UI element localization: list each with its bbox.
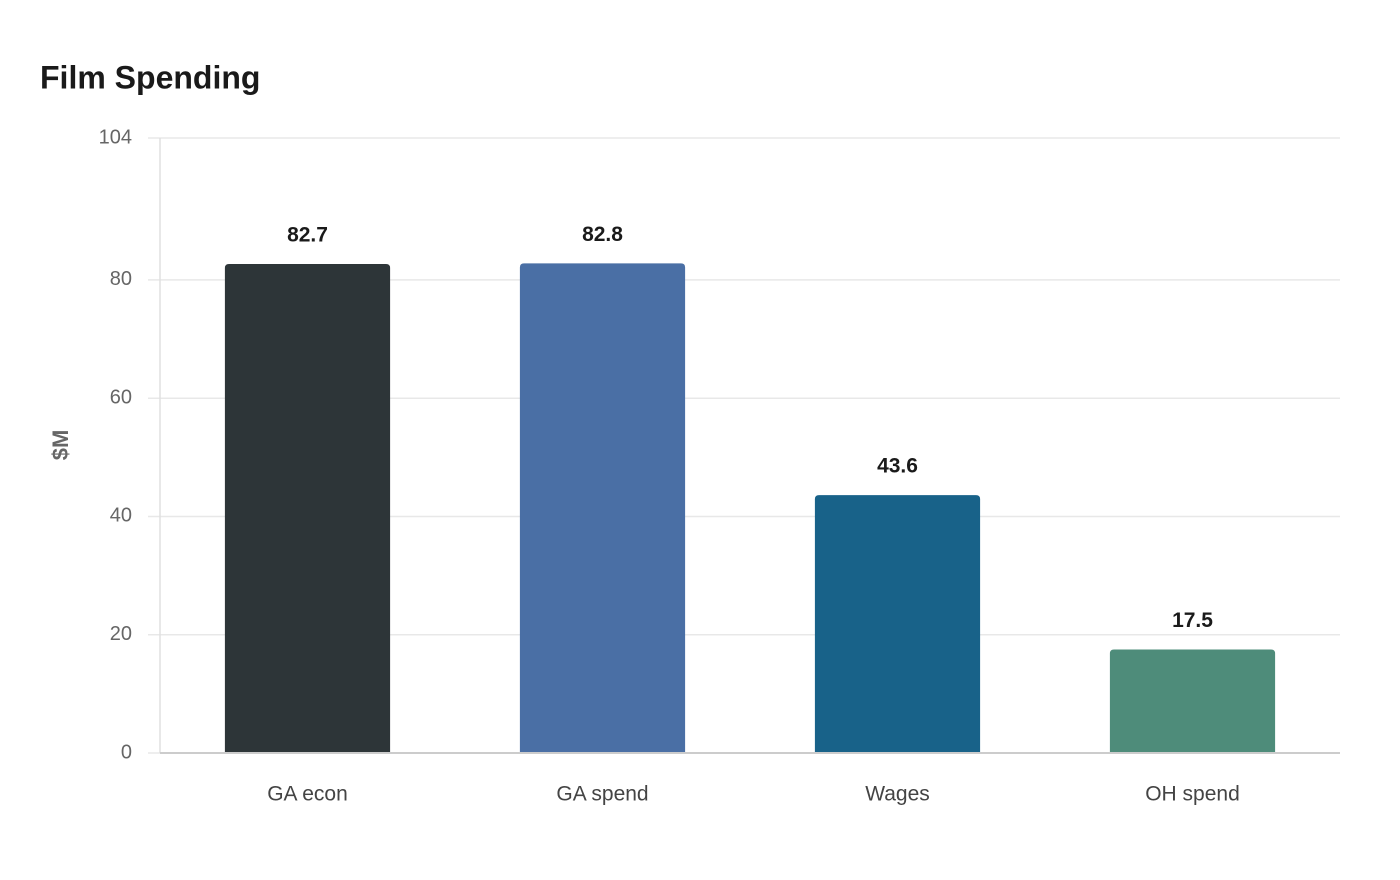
- bar: [519, 263, 686, 753]
- chart-title: Film Spending: [40, 59, 260, 95]
- y-tick-label: 60: [110, 386, 132, 408]
- y-axis-label: $M: [48, 430, 73, 461]
- bar: [814, 495, 981, 753]
- y-tick-label: 104: [99, 126, 132, 148]
- value-label: 82.8: [582, 223, 623, 246]
- value-label: 82.7: [287, 224, 328, 247]
- y-tick-label: 80: [110, 268, 132, 290]
- y-tick-label: 0: [121, 741, 132, 763]
- x-tick-label: OH spend: [1145, 783, 1240, 806]
- value-label: 17.5: [1172, 609, 1213, 632]
- y-tick-label: 20: [110, 623, 132, 645]
- x-tick-label: GA spend: [556, 783, 648, 806]
- y-tick-label: 40: [110, 505, 132, 527]
- bar: [224, 263, 391, 753]
- value-label: 43.6: [877, 455, 918, 478]
- x-tick-label: Wages: [865, 783, 930, 806]
- x-tick-label: GA econ: [267, 783, 348, 806]
- bar: [1109, 649, 1276, 753]
